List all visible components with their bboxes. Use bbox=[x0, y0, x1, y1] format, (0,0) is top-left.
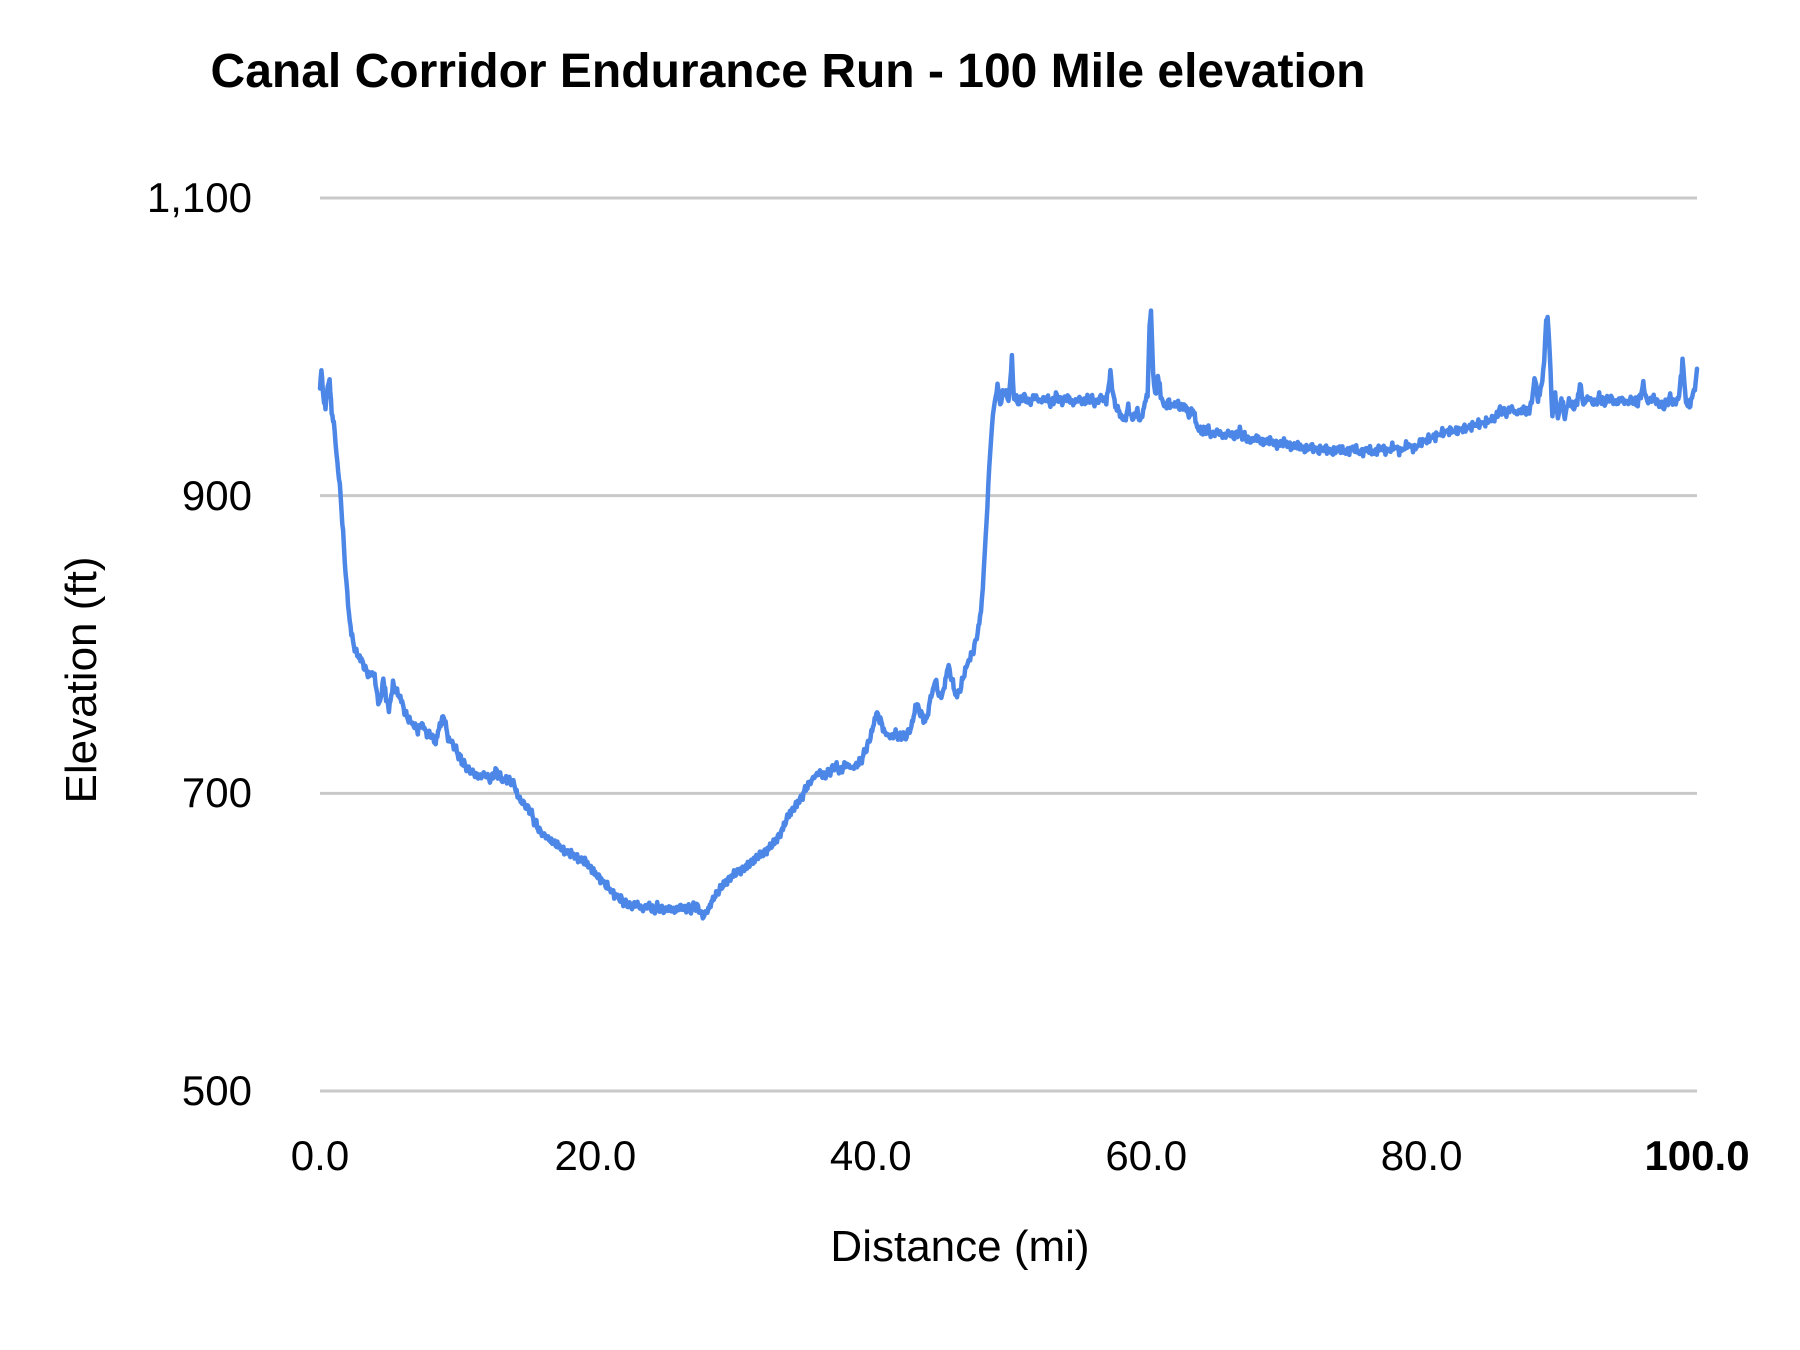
y-tick-label: 1,100 bbox=[146, 174, 252, 221]
elevation-series-path bbox=[317, 308, 1700, 921]
x-tick-label: 0.0 bbox=[290, 1132, 350, 1179]
x-axis-title: Distance (mi) bbox=[830, 1222, 1090, 1271]
y-tick-label: 900 bbox=[181, 471, 252, 519]
chart-title: Canal Corridor Endurance Run - 100 Mile … bbox=[210, 45, 1366, 98]
gridlines bbox=[320, 196, 1697, 1093]
x-tick-label: 20.0 bbox=[554, 1132, 637, 1179]
x-tick-label: 60.0 bbox=[1105, 1132, 1188, 1179]
x-tick-label: 100.0 bbox=[1644, 1132, 1750, 1179]
y-tick-label: 700 bbox=[181, 769, 252, 817]
series-line bbox=[317, 308, 1700, 921]
x-tick-label: 40.0 bbox=[829, 1132, 912, 1179]
y-tick-label: 500 bbox=[181, 1067, 252, 1114]
x-tick-label: 80.0 bbox=[1380, 1132, 1463, 1179]
